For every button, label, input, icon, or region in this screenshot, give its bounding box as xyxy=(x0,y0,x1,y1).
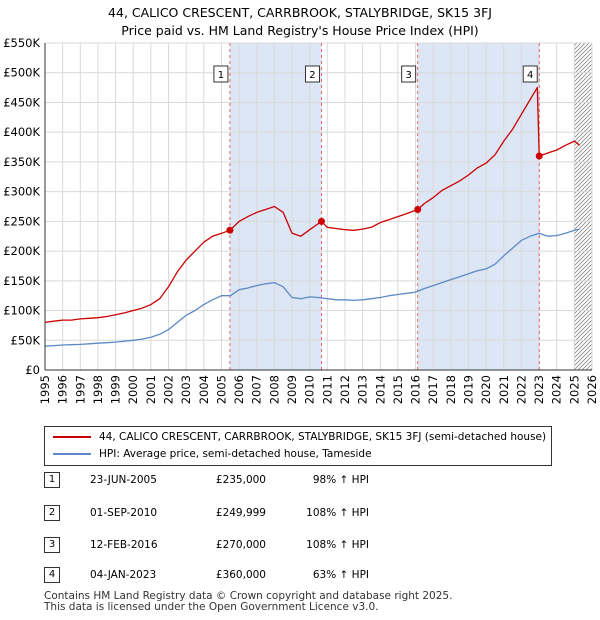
y-tick-label: £450K xyxy=(3,95,40,109)
x-tick-label: 2013 xyxy=(356,375,370,404)
sale-price: £270,000 xyxy=(215,539,266,551)
footer-line1: Contains HM Land Registry data © Crown c… xyxy=(44,590,453,602)
x-tick-label: 2008 xyxy=(267,375,281,404)
sale-price: £249,999 xyxy=(215,507,266,519)
y-tick-label: £0 xyxy=(25,363,40,377)
sale-hpi-change: 98% ↑ HPI xyxy=(312,474,369,486)
forecast-hatch xyxy=(574,43,592,370)
x-tick-label: 2014 xyxy=(373,375,387,404)
x-tick-label: 2020 xyxy=(479,375,493,404)
x-tick-label: 1999 xyxy=(109,375,123,404)
x-tick-label: 1995 xyxy=(38,375,52,404)
sale-marker-box xyxy=(522,65,538,83)
sale-price: £360,000 xyxy=(215,569,266,581)
chart-title-line2: Price paid vs. HM Land Registry's House … xyxy=(121,23,479,38)
sale-number: 4 xyxy=(44,567,60,583)
sale-row: 2 01-SEP-2010 £249,999 108% ↑ HPI xyxy=(44,504,444,522)
x-tick-label: 2019 xyxy=(461,375,475,404)
y-tick-label: £100K xyxy=(3,304,40,318)
x-tick-label: 2016 xyxy=(409,375,423,404)
x-tick-label: 2023 xyxy=(532,375,546,404)
x-tick-label: 2012 xyxy=(338,375,352,404)
y-tick-label: £150K xyxy=(3,274,40,288)
x-tick-label: 2000 xyxy=(126,375,140,404)
x-tick-label: 2018 xyxy=(444,375,458,404)
sale-point xyxy=(414,205,422,213)
sale-price: £235,000 xyxy=(215,474,266,486)
legend-swatch-property xyxy=(53,436,91,438)
sale-hpi-change: 63% ↑ HPI xyxy=(312,569,369,581)
sale-point xyxy=(317,217,325,225)
sale-row: 1 23-JUN-2005 £235,000 98% ↑ HPI xyxy=(44,471,444,489)
sale-date: 12-FEB-2016 xyxy=(90,539,158,551)
sale-number: 2 xyxy=(44,505,60,521)
x-tick-label: 1997 xyxy=(73,375,87,404)
sale-date: 04-JAN-2023 xyxy=(90,569,157,581)
sale-hpi-change: 108% ↑ HPI xyxy=(306,539,369,551)
y-tick-label: £550K xyxy=(3,36,40,50)
y-tick-label: £350K xyxy=(3,155,40,169)
x-tick-label: 2003 xyxy=(179,375,193,404)
chart-title-line1: 44, CALICO CRESCENT, CARRBROOK, STALYBRI… xyxy=(108,5,492,20)
x-tick-label: 1996 xyxy=(56,375,70,404)
sale-date: 23-JUN-2005 xyxy=(90,474,157,486)
x-tick-label: 2010 xyxy=(303,375,317,404)
ownership-shade xyxy=(417,43,540,370)
footer-line2: This data is licensed under the Open Gov… xyxy=(44,601,379,613)
x-tick-label: 2022 xyxy=(514,375,528,404)
x-tick-label: 2001 xyxy=(144,375,158,404)
legend-label-hpi: HPI: Average price, semi-detached house,… xyxy=(99,448,372,460)
legend-swatch-hpi xyxy=(53,453,91,455)
y-tick-label: £400K xyxy=(3,125,40,139)
sale-point xyxy=(226,226,234,234)
y-tick-label: £300K xyxy=(3,185,40,199)
sale-number: 3 xyxy=(44,537,60,553)
x-tick-label: 2005 xyxy=(214,375,228,404)
y-tick-label: £250K xyxy=(3,214,40,228)
sale-marker-label: 4 xyxy=(527,70,533,81)
x-tick-label: 2004 xyxy=(197,375,211,404)
x-tick-label: 2017 xyxy=(426,375,440,404)
sale-number: 1 xyxy=(44,472,60,488)
sale-row: 3 12-FEB-2016 £270,000 108% ↑ HPI xyxy=(44,536,444,554)
sale-date: 01-SEP-2010 xyxy=(90,507,158,519)
y-tick-label: £500K xyxy=(3,66,40,80)
sale-marker-label: 1 xyxy=(218,70,224,81)
x-tick-label: 2024 xyxy=(550,375,564,404)
footer-attribution: Contains HM Land Registry data © Crown c… xyxy=(44,591,452,613)
x-tick-label: 2011 xyxy=(320,375,334,404)
x-tick-label: 2026 xyxy=(585,375,599,404)
sale-row: 4 04-JAN-2023 £360,000 63% ↑ HPI xyxy=(44,566,444,584)
x-tick-label: 2006 xyxy=(232,375,246,404)
sale-hpi-change: 108% ↑ HPI xyxy=(306,507,369,519)
legend-item-hpi: HPI: Average price, semi-detached house,… xyxy=(53,446,372,462)
x-tick-label: 2002 xyxy=(162,375,176,404)
legend-label-property: 44, CALICO CRESCENT, CARRBROOK, STALYBRI… xyxy=(99,431,547,443)
hpi-line xyxy=(44,228,580,347)
sale-marker-box xyxy=(213,65,229,83)
ownership-shade xyxy=(229,43,322,370)
sale-marker-box xyxy=(304,65,320,83)
sale-marker-label: 3 xyxy=(405,70,411,81)
legend-item-property: 44, CALICO CRESCENT, CARRBROOK, STALYBRI… xyxy=(53,429,546,445)
x-tick-label: 2015 xyxy=(391,375,405,404)
sale-marker-box xyxy=(401,65,417,83)
price-chart: 1 2 3 4 £0 £50K £100K £150K £200K £250K £300K £350… xyxy=(3,36,599,404)
x-tick-label: 2025 xyxy=(567,375,581,404)
x-tick-label: 1998 xyxy=(91,375,105,404)
y-tick-label: £200K xyxy=(3,244,40,258)
sale-point xyxy=(535,152,543,160)
x-tick-label: 2021 xyxy=(497,375,511,404)
x-tick-label: 2009 xyxy=(285,375,299,404)
x-tick-label: 2007 xyxy=(250,375,264,404)
chart-title: 44, CALICO CRESCENT, CARRBROOK, STALYBRI… xyxy=(0,4,600,40)
y-tick-label: £50K xyxy=(11,333,41,347)
chart-legend: 44, CALICO CRESCENT, CARRBROOK, STALYBRI… xyxy=(44,426,552,466)
sale-marker-label: 2 xyxy=(309,70,315,81)
